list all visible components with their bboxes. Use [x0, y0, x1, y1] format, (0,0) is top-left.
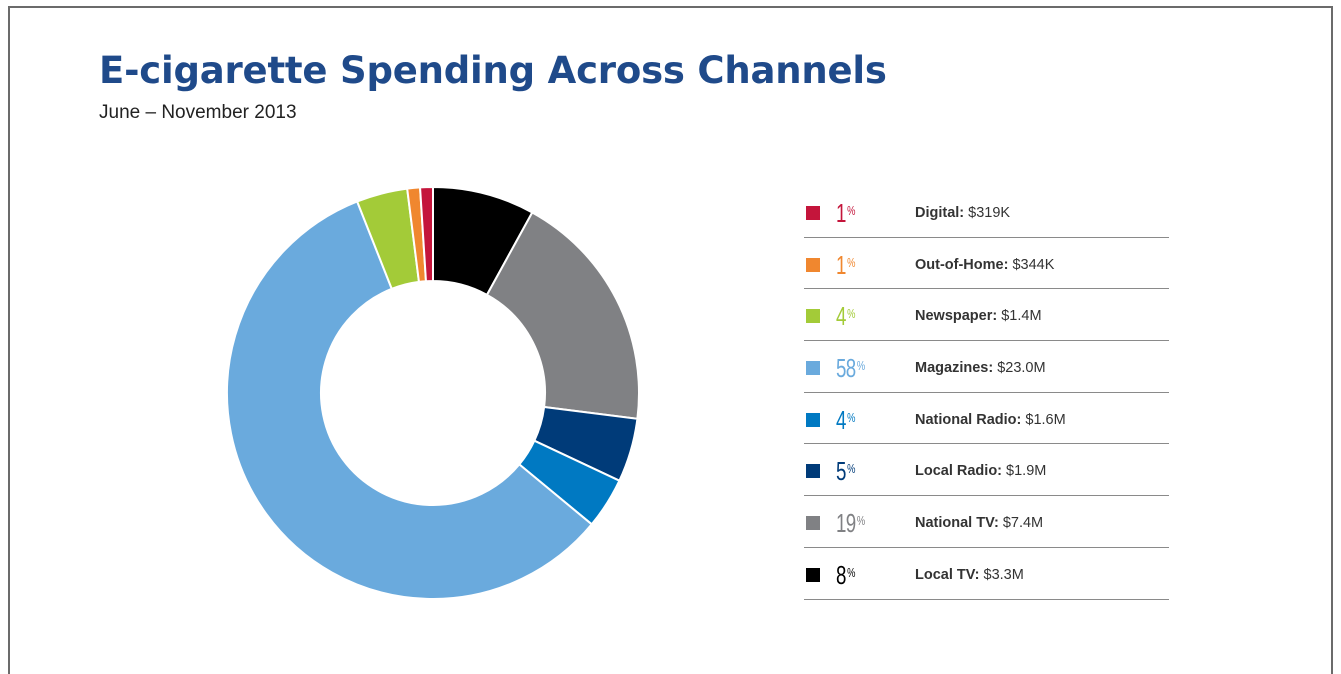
- legend-swatch: [806, 516, 820, 531]
- legend-channel-amount: $1.6M: [1025, 411, 1066, 428]
- legend-item: 58% Magazines: $23.0M: [804, 341, 1169, 393]
- legend-label: Digital: $319K: [915, 204, 1010, 222]
- legend-channel-name: Out-of-Home:: [915, 256, 1009, 273]
- legend-percent: 19%: [836, 508, 865, 539]
- legend-percent: 4%: [836, 301, 855, 331]
- legend-percent-value: 4: [836, 301, 846, 332]
- legend-percent-value: 19: [836, 508, 856, 539]
- legend-percent-value: 4: [836, 404, 846, 435]
- legend-label: Magazines: $23.0M: [915, 359, 1046, 377]
- legend-percent: 5%: [836, 456, 855, 486]
- legend-swatch: [806, 309, 820, 324]
- legend-channel-name: Local Radio:: [915, 463, 1003, 480]
- legend-item: 4% Newspaper: $1.4M: [804, 289, 1169, 342]
- legend-percent-value: 8: [836, 559, 846, 590]
- legend-label: Out-of-Home: $344K: [915, 256, 1054, 274]
- legend-label: Local Radio: $1.9M: [915, 462, 1046, 480]
- legend-percent-value: 58: [836, 353, 856, 384]
- legend-label: National Radio: $1.6M: [915, 411, 1066, 429]
- legend-channel-name: Newspaper:: [915, 308, 998, 325]
- legend-percent: 1%: [836, 198, 855, 228]
- legend-channel-amount: $344K: [1012, 256, 1055, 273]
- legend-channel-name: National Radio:: [915, 411, 1022, 428]
- legend-percent: 58%: [836, 353, 865, 384]
- donut-slice-magazines: [226, 200, 594, 600]
- legend-percent: 4%: [836, 405, 855, 435]
- donut-slice-digital: [419, 185, 434, 283]
- legend-channel-amount: $319K: [968, 205, 1011, 221]
- legend-percent-sign: %: [847, 203, 855, 218]
- legend-percent-sign: %: [856, 513, 865, 529]
- legend-item: 4% National Radio: $1.6M: [804, 393, 1169, 445]
- legend-channel-amount: $1.4M: [1001, 308, 1042, 325]
- legend-channel-amount: $3.3M: [983, 566, 1024, 583]
- legend-item: 19% National TV: $7.4M: [804, 496, 1169, 548]
- legend-label: Newspaper: $1.4M: [915, 307, 1042, 325]
- chart-frame: [8, 6, 1333, 674]
- chart-legend: 1% Digital: $319K 1% Out-of-Home: $344K 4% Ne…: [804, 186, 1169, 600]
- legend-label: Local TV: $3.3M: [915, 566, 1024, 584]
- legend-channel-name: National TV:: [915, 515, 999, 532]
- legend-percent-value: 5: [836, 456, 846, 487]
- legend-channel-name: Digital:: [915, 205, 965, 221]
- legend-channel-amount: $7.4M: [1002, 515, 1044, 532]
- legend-channel-amount: $23.0M: [997, 360, 1046, 377]
- legend-percent-sign: %: [847, 409, 855, 425]
- legend-swatch: [806, 257, 820, 272]
- legend-percent: 8%: [836, 560, 855, 590]
- legend-item: 5% Local Radio: $1.9M: [804, 444, 1169, 497]
- legend-swatch: [806, 206, 820, 220]
- legend-swatch: [806, 412, 820, 427]
- legend-label: National TV: $7.4M: [915, 514, 1043, 532]
- donut-slice-national-tv: [485, 211, 640, 420]
- legend-percent-value: 1: [836, 249, 846, 280]
- legend-channel-amount: $1.9M: [1006, 463, 1047, 480]
- legend-item: 8% Local TV: $3.3M: [804, 548, 1169, 600]
- legend-swatch: [806, 361, 820, 376]
- legend-percent-sign: %: [847, 254, 855, 270]
- chart-title: E-cigarette Spending Across Channels: [99, 49, 887, 92]
- legend-percent-sign: %: [847, 564, 855, 580]
- legend-channel-name: Local TV:: [915, 566, 980, 583]
- legend-channel-name: Magazines:: [915, 360, 994, 377]
- chart-subtitle: June – November 2013: [99, 102, 297, 123]
- legend-item: 1% Digital: $319K: [804, 186, 1169, 238]
- legend-swatch: [806, 464, 820, 479]
- donut-chart: [226, 185, 640, 600]
- legend-percent-value: 1: [836, 198, 846, 228]
- legend-percent: 1%: [836, 250, 855, 280]
- legend-item: 1% Out-of-Home: $344K: [804, 238, 1169, 290]
- legend-percent-sign: %: [847, 461, 855, 477]
- legend-percent-sign: %: [847, 306, 855, 322]
- legend-swatch: [806, 567, 820, 582]
- legend-percent-sign: %: [856, 358, 865, 374]
